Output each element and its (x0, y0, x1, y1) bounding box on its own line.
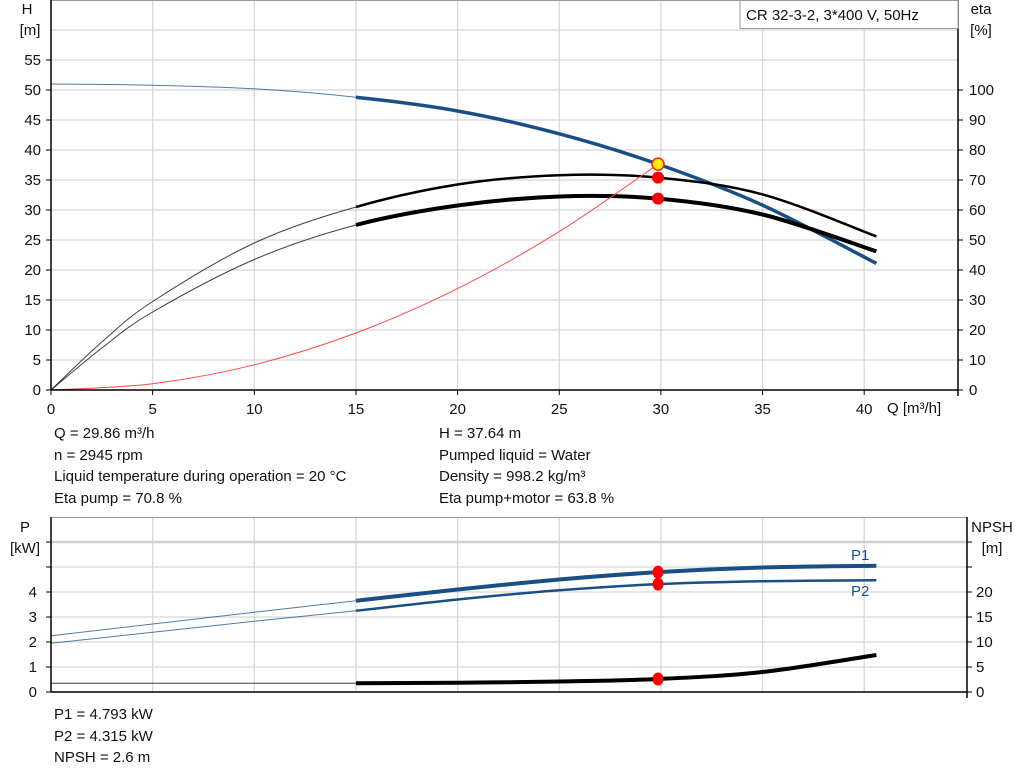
info-liquid: Pumped liquid = Water (439, 446, 591, 464)
y-tick-label-left: 2 (29, 634, 37, 651)
series-label-p1: P1 (851, 547, 869, 564)
y-tick-label-left: 0 (33, 382, 41, 399)
operating-point (652, 565, 664, 579)
bottom-ylabel-right-2: [m] (982, 540, 1003, 557)
x-tick-label: 25 (551, 401, 568, 418)
bottom-ylabel-left-2: [kW] (10, 540, 40, 557)
top-curve-series-2-thin (50, 224, 357, 391)
top-curve-series-0 (355, 95, 878, 265)
x-tick-label: 40 (856, 401, 873, 418)
info-eta-pump-motor: Eta pump+motor = 63.8 % (439, 489, 615, 507)
bottom-curve-p1-thin (50, 600, 357, 637)
info-top-left: Q = 29.86 m³/h n = 2945 rpm Liquid tempe… (54, 423, 346, 509)
x-tick-label: 30 (653, 401, 670, 418)
curves (50, 83, 878, 686)
operating-point (652, 672, 664, 686)
y-tick-label-right: 15 (976, 609, 993, 626)
operating-point (652, 192, 665, 205)
top-xlabel: Q [m³/h] (887, 400, 941, 417)
info-eta-pump: Eta pump = 70.8 % (54, 489, 182, 507)
y-tick-label-left: 50 (24, 82, 41, 99)
y-tick-label-right: 10 (969, 352, 986, 369)
top-curve-series-1 (355, 173, 877, 238)
info-speed: n = 2945 rpm (54, 446, 143, 464)
top-curve-series-2 (355, 193, 878, 254)
y-tick-label-left: 55 (24, 52, 41, 69)
operating-point (652, 171, 665, 184)
operating-point (651, 157, 665, 171)
bottom-curve-p2-thin (50, 610, 357, 644)
top-ylabel-left-2: [m] (20, 22, 41, 39)
info-flow: Q = 29.86 m³/h (54, 425, 155, 442)
y-tick-label-left: 35 (24, 172, 41, 189)
y-tick-label-right: 10 (976, 634, 993, 651)
y-tick-label-right: 20 (969, 322, 986, 339)
y-tick-label-right: 80 (969, 142, 986, 159)
x-tick-label: 10 (246, 401, 263, 418)
top-ylabel-right-1: eta (971, 1, 993, 18)
y-tick-label-left: 30 (24, 202, 41, 219)
x-tick-label: 15 (348, 401, 365, 418)
bottom-ylabel-right-1: NPSH (971, 519, 1013, 536)
y-tick-label-right: 60 (969, 202, 986, 219)
series-label-p2: P2 (851, 583, 869, 600)
x-tick-label: 20 (449, 401, 466, 418)
top-ylabel-left-1: H (22, 1, 33, 18)
operating-point (652, 577, 664, 591)
y-tick-label-right: 0 (976, 684, 984, 701)
info-bottom: P1 = 4.793 kW P2 = 4.315 kW NPSH = 2.6 m (54, 704, 153, 769)
y-tick-label-right: 40 (969, 262, 986, 279)
chart-title: CR 32-3-2, 3*400 V, 50Hz (746, 7, 919, 24)
y-tick-label-left: 10 (24, 322, 41, 339)
y-tick-label-right: 0 (969, 382, 977, 399)
axes: 0 5 10 15 20 25 30 35 40051015202530354045505501… (24, 0, 994, 701)
bottom-curve-p2 (355, 579, 877, 612)
top-curve-series-0-thin (50, 83, 357, 98)
y-tick-label-left: 25 (24, 232, 41, 249)
bottom-ylabel-left-1: P (20, 519, 30, 536)
y-tick-label-left: 40 (24, 142, 41, 159)
axis-labels: H [m] eta [%] Q [m³/h] CR 32-3-2, 3*400 … (10, 0, 1013, 600)
y-tick-label-right: 100 (969, 82, 994, 99)
y-tick-label-left: 45 (24, 112, 41, 129)
info-density: Density = 998.2 kg/m³ (439, 468, 586, 485)
y-tick-label-right: 5 (976, 659, 984, 676)
x-tick-label: 5 (148, 401, 156, 418)
operating-points (651, 157, 665, 686)
info-temperature: Liquid temperature during operation = 20… (54, 468, 347, 485)
y-tick-label-left: 0 (29, 684, 37, 701)
y-tick-label-right: 90 (969, 112, 986, 129)
y-tick-label-left: 1 (29, 659, 37, 676)
system-curve (50, 163, 659, 391)
info-p2: P2 = 4.315 kW (54, 727, 153, 745)
y-tick-label-right: 70 (969, 172, 986, 189)
y-tick-label-left: 15 (24, 292, 41, 309)
top-curve-series-1-thin (50, 206, 357, 391)
bottom-curve-p1 (355, 563, 877, 603)
info-npsh: NPSH = 2.6 m (54, 749, 151, 766)
y-tick-label-right: 50 (969, 232, 986, 249)
y-tick-label-left: 20 (24, 262, 41, 279)
x-tick-label: 0 (47, 401, 55, 418)
y-tick-label-right: 30 (969, 292, 986, 309)
info-head: H = 37.64 m (439, 425, 522, 442)
x-tick-label: 35 (754, 401, 771, 418)
legend-box (739, 0, 959, 29)
info-top-right: H = 37.64 m Pumped liquid = Water Densit… (439, 423, 614, 509)
y-tick-label-left: 5 (33, 352, 41, 369)
y-tick-label-left: 3 (29, 609, 37, 626)
y-tick-label-right: 20 (976, 584, 993, 601)
bottom-chart-grid (51, 517, 967, 692)
top-chart-grid (51, 0, 958, 390)
y-tick-label-left: 4 (29, 584, 37, 601)
top-ylabel-right-2: [%] (970, 22, 992, 39)
bottom-curve-series-2 (355, 653, 877, 686)
info-p1: P1 = 4.793 kW (54, 706, 153, 723)
